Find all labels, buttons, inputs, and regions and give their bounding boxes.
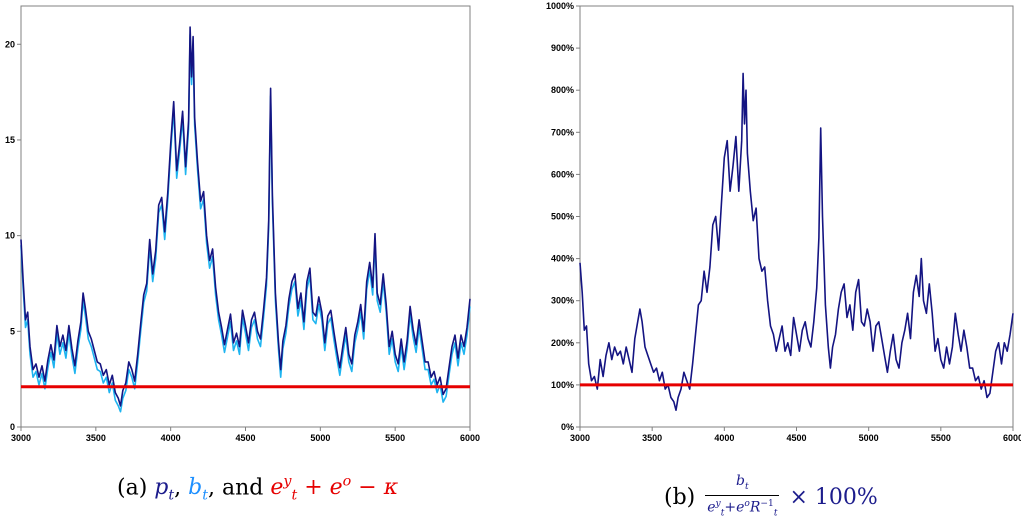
series-line-p-t	[20, 26, 471, 407]
x-tick-label: 5500	[385, 433, 405, 443]
minus-sign: −	[351, 475, 384, 501]
y-tick-label: 200%	[551, 338, 574, 348]
x-tick-label: 6000	[460, 433, 480, 443]
caption-b-label: (b)	[664, 485, 696, 511]
x-tick-label: 4000	[161, 433, 181, 443]
caption-a-b: bt	[188, 475, 208, 503]
x-tick-label: 3500	[642, 433, 662, 443]
caption-a: (a) pt, bt, and eyt + eo − κ	[117, 474, 399, 504]
num-sub: t	[745, 481, 749, 492]
plot-area	[579, 5, 1014, 428]
x-tick-label: 5000	[310, 433, 330, 443]
caption-a-label: (a)	[117, 475, 148, 501]
den-r: R	[749, 499, 761, 516]
fraction-denominator: eyt+eoR−1t	[705, 496, 779, 522]
series-line-ratio	[579, 72, 1014, 411]
den-r-sup: −1	[760, 498, 774, 509]
den-e2-sup: o	[744, 498, 750, 509]
y-tick-label: 500%	[551, 212, 574, 222]
kappa-symbol: κ	[383, 475, 399, 501]
x-tick-label: 3000	[11, 433, 31, 443]
x-tick-label: 5500	[931, 433, 951, 443]
y-tick-label: 5	[10, 326, 15, 336]
y-tick-label: 0%	[561, 422, 574, 432]
y-tick-label: 400%	[551, 254, 574, 264]
chart-panel-a: 0 5 10 15 20 3000 3500 4000 4500 5000 5500 6000	[5, 5, 480, 443]
e-subscript: t	[291, 487, 298, 504]
x-tick-label: 4000	[714, 433, 734, 443]
b-symbol: b	[188, 475, 203, 501]
den-e: e	[707, 499, 716, 516]
e-superscript: y	[283, 474, 292, 490]
plus-sign: +	[297, 475, 330, 501]
x-tick-label: 3000	[570, 433, 590, 443]
den-r-sub: t	[773, 508, 778, 519]
den-e2: e	[736, 499, 745, 516]
x-tick-label: 6000	[1003, 433, 1021, 443]
caption-a-p: pt	[154, 475, 174, 503]
y-tick-label: 300%	[551, 296, 574, 306]
caption-a-and: , and	[207, 475, 264, 501]
e-symbol: e	[270, 475, 284, 501]
y-tick-label: 10	[5, 231, 15, 241]
caption-b: (b) bt eyt+eoR−1t × 100%	[664, 474, 878, 522]
x-tick-label: 3500	[86, 433, 106, 443]
y-tick-label: 600%	[551, 169, 574, 179]
caption-b-fraction: bt eyt+eoR−1t	[705, 473, 780, 522]
fraction-numerator: bt	[705, 473, 780, 496]
y-tick-label: 20	[5, 39, 15, 49]
b-subscript: t	[202, 487, 208, 504]
x-tick-label: 4500	[235, 433, 255, 443]
p-symbol: p	[154, 475, 169, 501]
p-subscript: t	[168, 487, 175, 504]
x-tick-label: 4500	[786, 433, 806, 443]
e2-superscript: o	[342, 474, 352, 490]
y-tick-label: 700%	[551, 127, 574, 137]
num-b: b	[736, 473, 746, 489]
y-tick-label: 15	[5, 135, 15, 145]
chart-panel-b: 0% 100% 200% 300% 400% 500% 600% 700% 800% 900% 10…	[546, 1, 1021, 443]
y-tick-label: 800%	[551, 85, 574, 95]
den-e-sup: y	[715, 498, 721, 509]
caption-b-times: × 100%	[789, 485, 878, 511]
y-tick-label: 100%	[551, 380, 574, 390]
e2-symbol: e	[329, 475, 343, 501]
y-tick-label: 0	[10, 422, 15, 432]
den-plus: +	[724, 499, 737, 516]
caption-a-e-expr: eyt + eo − κ	[270, 474, 399, 504]
y-tick-label: 900%	[551, 43, 574, 53]
den-e-sub: t	[720, 508, 725, 519]
x-tick-label: 5000	[859, 433, 879, 443]
y-tick-label: 1000%	[546, 1, 574, 11]
